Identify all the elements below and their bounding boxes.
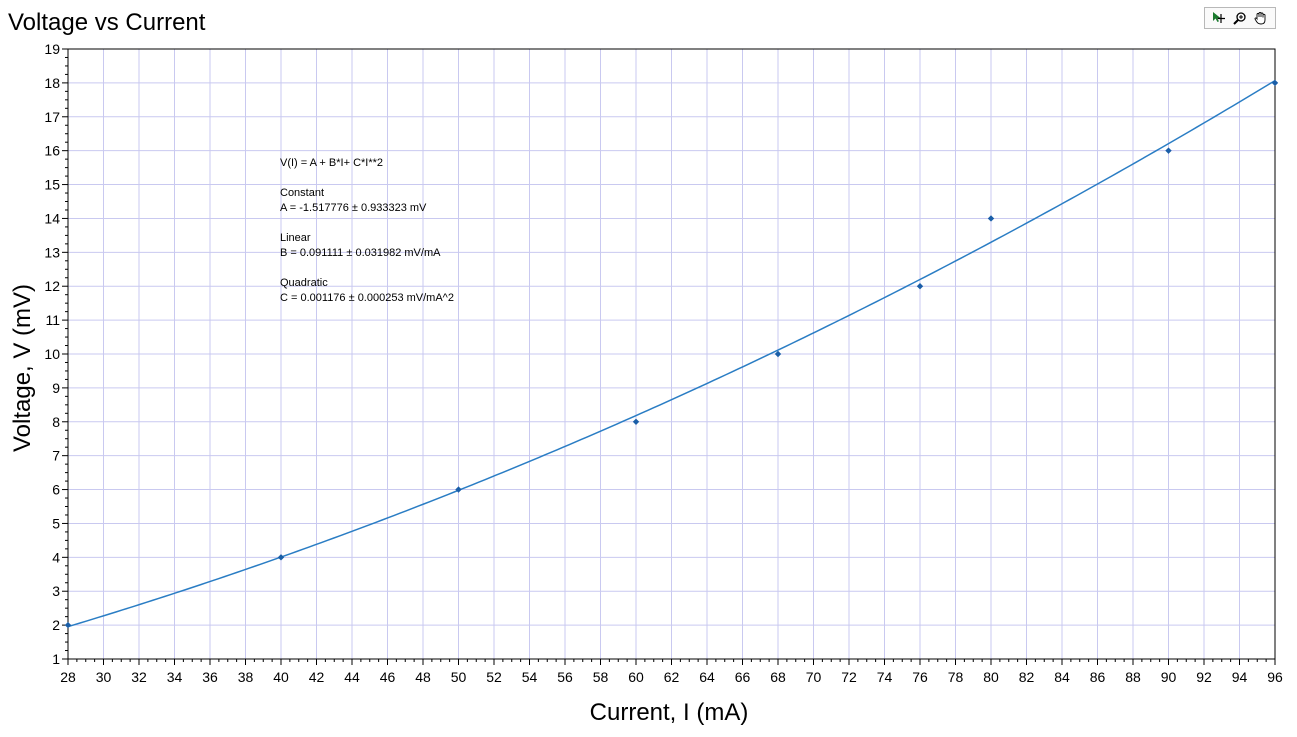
data-points	[64, 79, 1279, 629]
x-tick-label: 72	[841, 669, 857, 685]
data-point	[632, 418, 640, 425]
x-tick-label: 36	[202, 669, 218, 685]
annotation-line: B = 0.091111 ± 0.031982 mV/mA	[280, 247, 441, 259]
x-tick-label: 94	[1232, 669, 1248, 685]
x-axis-title: Current, I (mA)	[590, 699, 749, 726]
x-tick-label: 64	[699, 669, 715, 685]
y-tick-label: 13	[44, 244, 60, 260]
x-tick-label: 30	[96, 669, 112, 685]
x-tick-label: 54	[522, 669, 538, 685]
y-tick-label: 3	[52, 583, 60, 599]
x-tick-label: 60	[628, 669, 644, 685]
data-point	[1271, 79, 1279, 87]
y-tick-label: 11	[45, 312, 60, 328]
x-tick-label: 78	[948, 669, 964, 685]
y-tick-label: 19	[44, 41, 60, 57]
x-tick-label: 84	[1054, 669, 1070, 685]
y-tick-label: 4	[52, 549, 60, 565]
data-point	[774, 350, 782, 358]
x-tick-label: 88	[1125, 669, 1141, 685]
x-tick-label: 62	[664, 669, 680, 685]
annotation-line: Quadratic	[280, 277, 328, 289]
x-tick-label: 42	[309, 669, 325, 685]
x-tick-label: 44	[344, 669, 360, 685]
y-tick-label: 1	[52, 651, 60, 667]
data-point	[64, 621, 72, 629]
x-tick-label: 82	[1019, 669, 1035, 685]
axis-ticks	[62, 48, 1276, 665]
x-tick-label: 28	[60, 669, 76, 685]
fit-curve	[67, 79, 1276, 628]
x-tick-label: 90	[1161, 669, 1177, 685]
x-tick-label: 58	[593, 669, 609, 685]
y-tick-label: 6	[52, 482, 60, 498]
y-axis-title: Voltage, V (mV)	[9, 284, 36, 452]
y-tick-label: 5	[52, 515, 60, 531]
select-cursor-icon[interactable]	[1210, 10, 1228, 26]
y-tick-label: 15	[44, 177, 60, 193]
annotation-line: C = 0.001176 ± 0.000253 mV/mA^2	[280, 292, 454, 304]
annotation-line: V(I) = A + B*I+ C*I**2	[280, 157, 383, 169]
x-tick-label: 56	[557, 669, 573, 685]
x-tick-label: 70	[806, 669, 822, 685]
x-tick-label: 50	[451, 669, 467, 685]
y-tick-label: 12	[44, 278, 60, 294]
x-tick-label: 34	[167, 669, 183, 685]
x-tick-label: 38	[238, 669, 254, 685]
annotation-line: Constant	[280, 187, 324, 199]
x-tick-label: 40	[273, 669, 289, 685]
annotation-line: Linear	[280, 232, 311, 244]
fit-curve-group	[67, 79, 1276, 628]
x-tick-label: 32	[131, 669, 147, 685]
y-tick-label: 7	[52, 448, 60, 464]
y-tick-label: 16	[44, 143, 60, 159]
data-point	[916, 283, 924, 290]
fit-annotation: V(I) = A + B*I+ C*I**2 Constant A = -1.517…	[280, 157, 454, 304]
y-tick-label: 2	[52, 617, 60, 633]
annotation-line: A = -1.517776 ± 0.933323 mV	[280, 202, 427, 214]
x-tick-label: 92	[1196, 669, 1212, 685]
data-point	[455, 486, 462, 493]
x-tick-label: 80	[983, 669, 999, 685]
chart-title: Voltage vs Current	[8, 9, 206, 36]
y-tick-label: 8	[52, 414, 60, 430]
graph-toolbar	[1204, 7, 1276, 29]
x-tick-label: 68	[770, 669, 786, 685]
x-tick-label: 66	[735, 669, 751, 685]
y-tick-label: 14	[44, 210, 60, 226]
y-tick-label: 10	[44, 346, 60, 362]
x-tick-label: 76	[912, 669, 928, 685]
zoom-icon[interactable]	[1231, 10, 1249, 26]
x-tick-label: 48	[415, 669, 431, 685]
pan-hand-icon[interactable]	[1252, 10, 1270, 26]
x-tick-label: 86	[1090, 669, 1106, 685]
y-tick-label: 9	[52, 380, 60, 396]
x-tick-label: 74	[877, 669, 893, 685]
x-tick-label: 96	[1267, 669, 1283, 685]
data-point	[277, 554, 285, 561]
data-point	[1165, 147, 1172, 154]
y-tick-label: 17	[44, 109, 60, 125]
x-tick-label: 52	[486, 669, 502, 685]
y-tick-label: 18	[44, 75, 60, 91]
x-tick-label: 46	[380, 669, 396, 685]
data-point	[987, 215, 995, 222]
x-tick-labels: 28 30 32 34 36 38 40 42 44 46 48 50 52 54 56 58 60 62 64 66…	[60, 669, 1283, 685]
